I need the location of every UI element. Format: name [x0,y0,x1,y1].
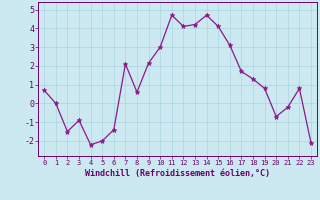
X-axis label: Windchill (Refroidissement éolien,°C): Windchill (Refroidissement éolien,°C) [85,169,270,178]
